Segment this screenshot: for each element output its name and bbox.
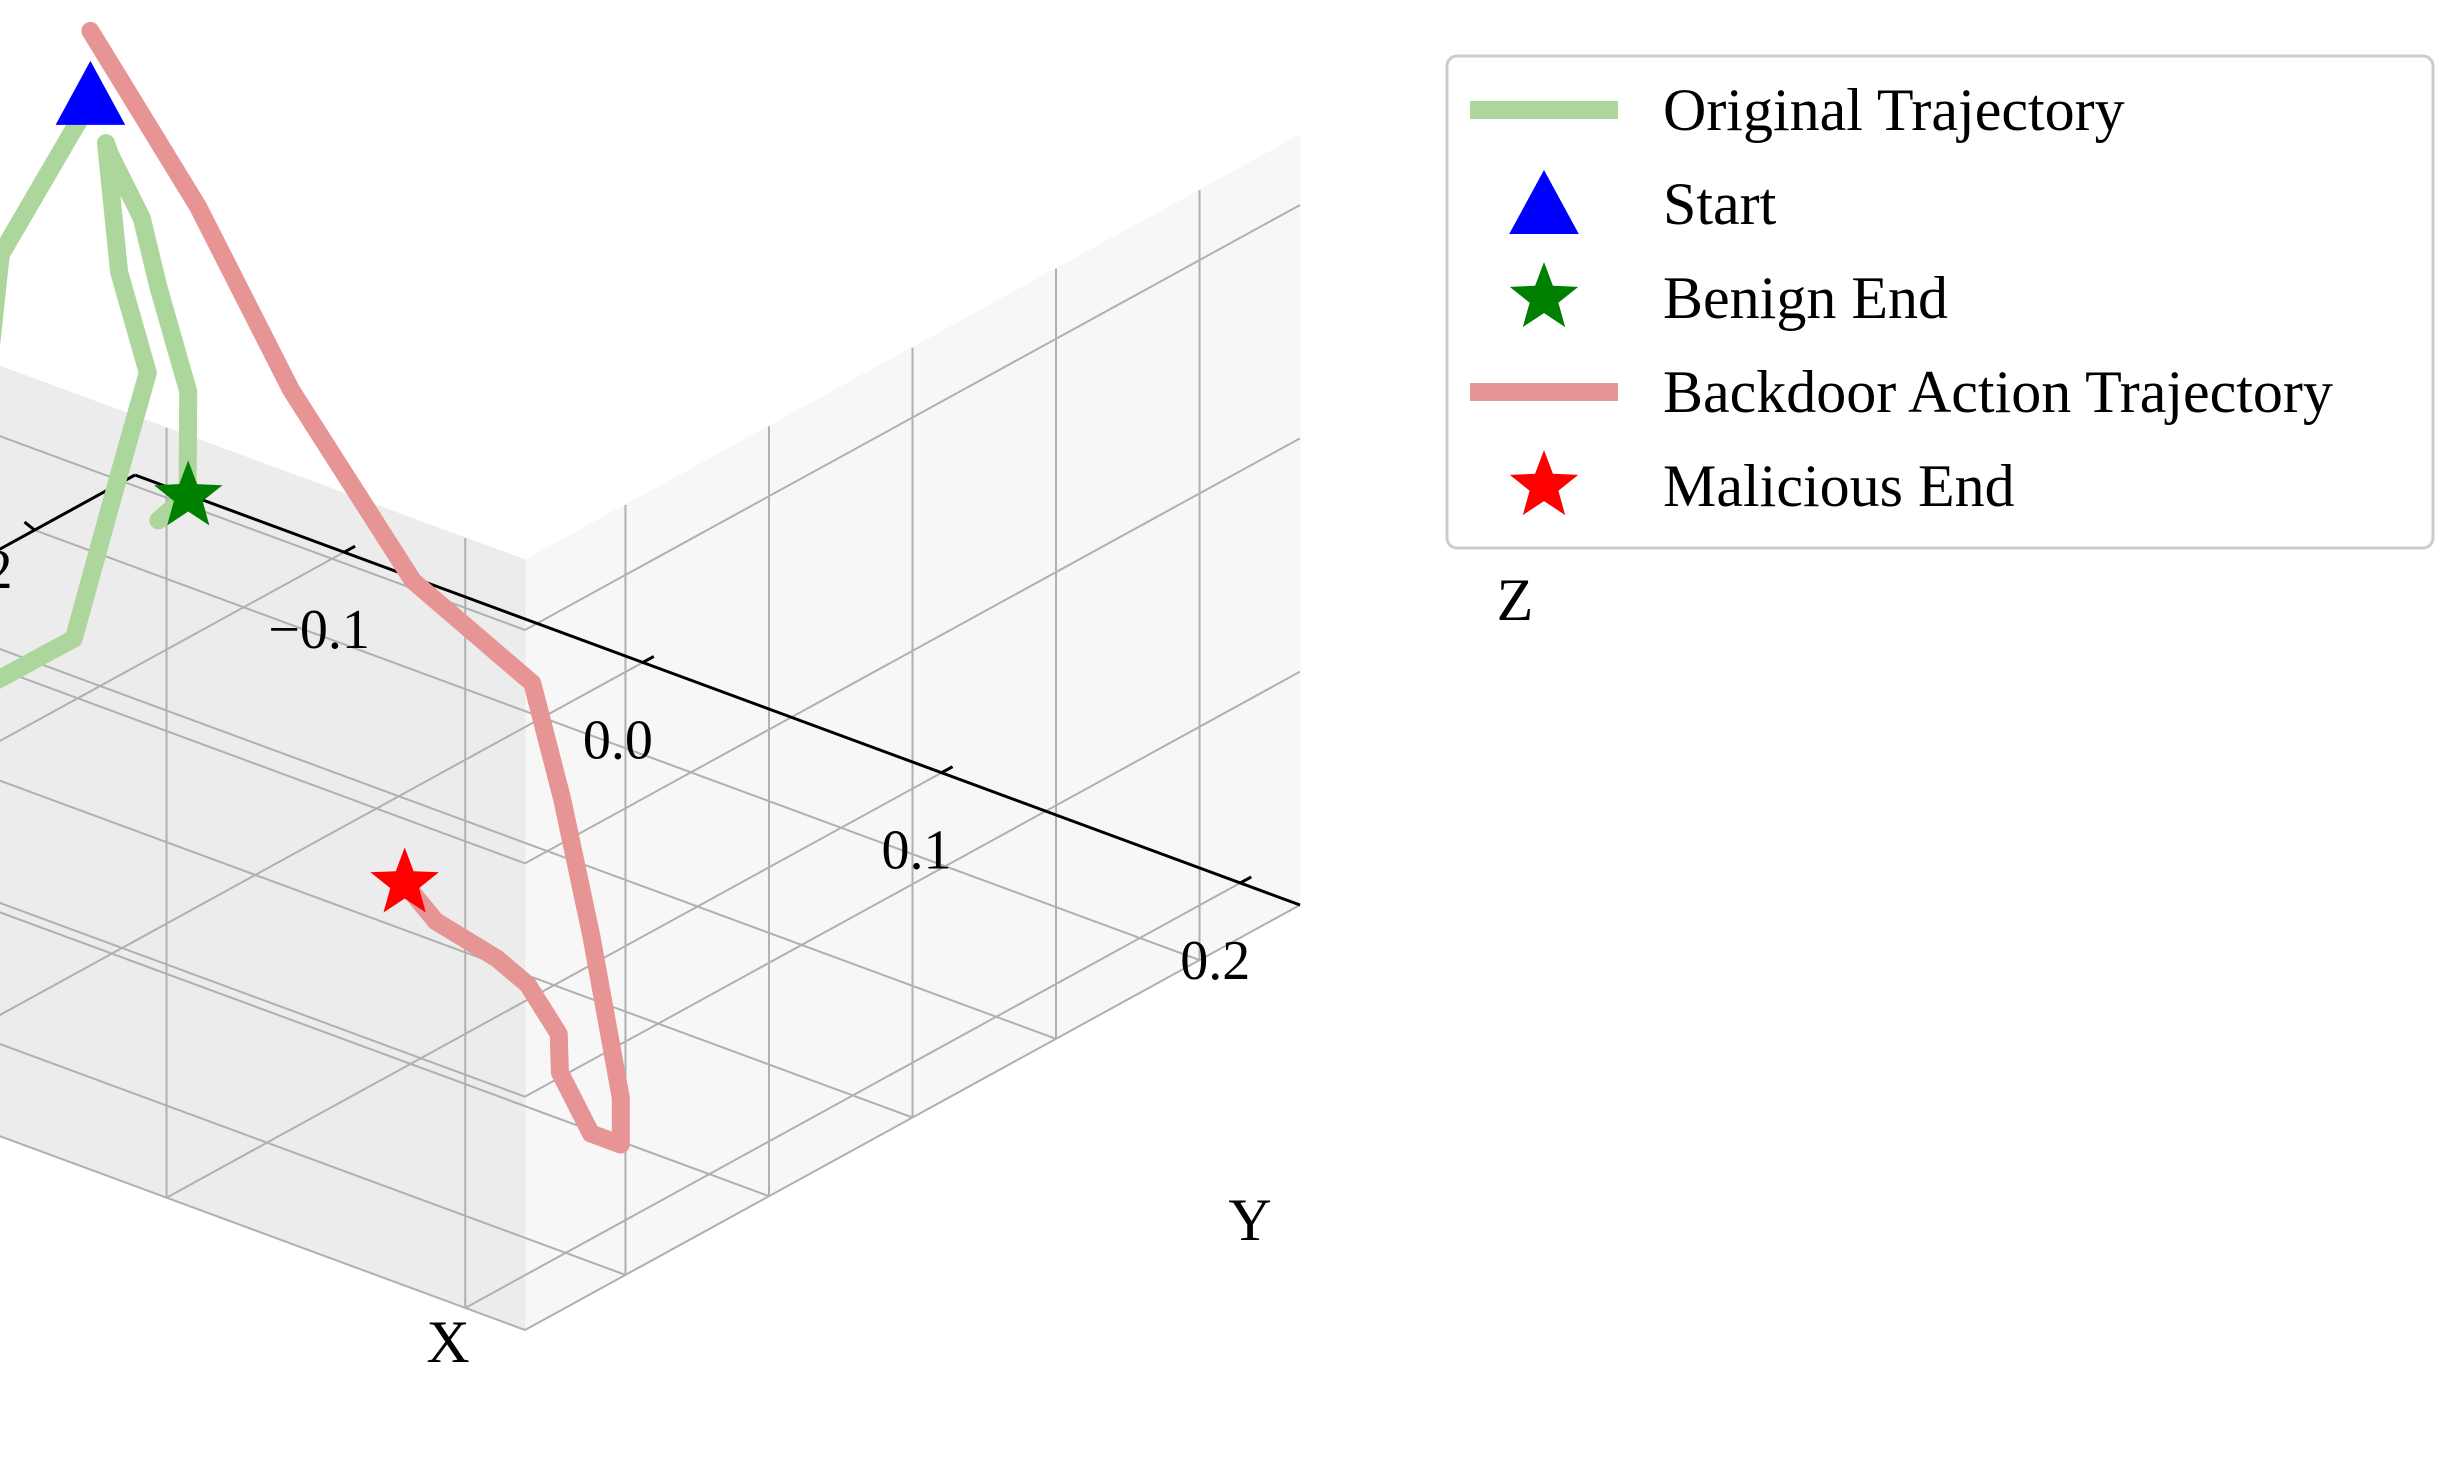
- backdoor-action-trajectory-line: [81, 21, 630, 1154]
- y-grid-line: [0, 779, 913, 1119]
- legend-label: Original Trajectory: [1663, 77, 2125, 143]
- z-grid-line: [0, 1135, 526, 1331]
- legend-item-backdoor-action-trajectory: Backdoor Action Trajectory: [1470, 359, 2333, 425]
- tick-labels: −0.10.00.10.2−0.2−0.10.00.10.20.00.10.20…: [0, 539, 1250, 992]
- axis-lines: [0, 473, 1301, 907]
- z-grid-line: [0, 901, 526, 1098]
- x-axis-label: X: [426, 1309, 469, 1375]
- malicious-end-marker: [370, 847, 439, 913]
- original-trajectory-line: [0, 91, 198, 689]
- legend: Original Trajectory Start Benign End Backdo…: [1445, 54, 2435, 550]
- y-grid-line: [0, 647, 1057, 1040]
- y-tick: [23, 520, 36, 532]
- z-axis-label: Z: [1497, 567, 1534, 633]
- y-tick-label: −0.2: [0, 539, 13, 601]
- x-grid-line: [0, 551, 345, 743]
- legend-swatch: [1509, 170, 1579, 234]
- grid-lines: [0, 190, 1301, 1331]
- z-grid-line: [0, 435, 526, 631]
- start-marker: [55, 60, 126, 125]
- x-tick: [343, 544, 356, 554]
- z-grid-line: [524, 670, 1301, 1098]
- z-grid-line: [524, 437, 1301, 865]
- legend-swatch: [1509, 262, 1579, 328]
- legend-label: Benign End: [1663, 265, 1948, 331]
- z-grid-line: [0, 668, 526, 865]
- x-tick-label: 0.2: [1180, 930, 1250, 992]
- legend-item-malicious-end: Malicious End: [1509, 450, 2015, 519]
- x-tick-label: 0.0: [583, 709, 653, 771]
- legend-label: Backdoor Action Trajectory: [1663, 359, 2333, 425]
- x-tick-label: 0.1: [882, 820, 952, 882]
- x-tick-label: −0.1: [268, 599, 370, 661]
- x-tick: [940, 765, 954, 775]
- z-grid-line: [524, 204, 1301, 631]
- x-tick: [1239, 875, 1252, 885]
- legend-item-benign-end: Benign End: [1509, 262, 1948, 331]
- z-grid-line: [524, 904, 1301, 1331]
- x-tick: [642, 655, 655, 664]
- data-series: [0, 21, 630, 1154]
- y-grid-line: [0, 1042, 626, 1276]
- x-axis-line: [134, 473, 1301, 907]
- legend-swatch: [1509, 450, 1579, 516]
- legend-label: Malicious End: [1663, 453, 2015, 519]
- back-wall-pane: [0, 365, 526, 1331]
- legend-item-original-trajectory: Original Trajectory: [1470, 77, 2125, 143]
- legend-frame: [1445, 54, 2435, 550]
- legend-item-start: Start: [1509, 170, 1777, 237]
- legend-label: Start: [1663, 171, 1777, 237]
- y-grid-line: [34, 529, 1200, 962]
- y-axis-line: [0, 473, 136, 551]
- y-grid-line: [0, 911, 770, 1198]
- benign-end-marker: [154, 460, 223, 526]
- y-axis-label: Y: [1228, 1187, 1271, 1253]
